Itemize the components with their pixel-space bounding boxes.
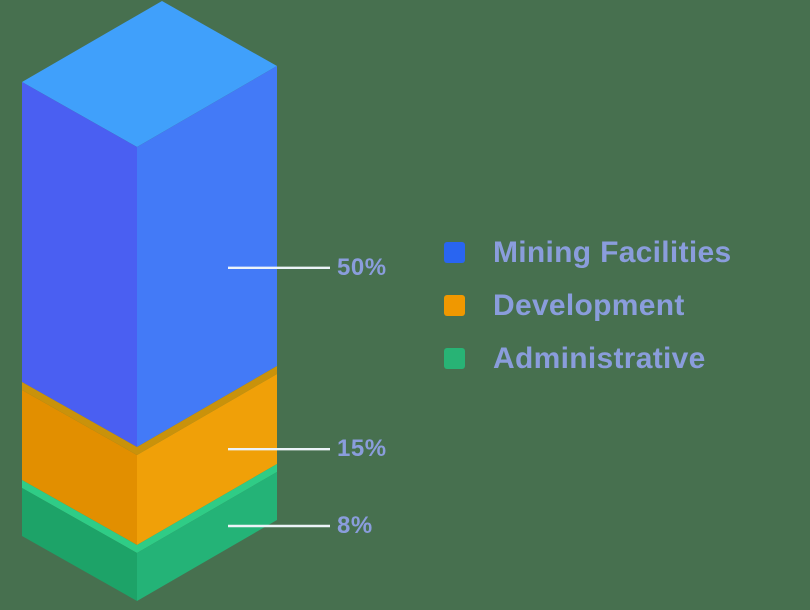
value-label-mining-facilities: 50% xyxy=(337,254,387,281)
legend-swatch-development xyxy=(444,295,465,316)
legend: Mining Facilities Development Administra… xyxy=(444,226,731,385)
legend-label-administrative: Administrative xyxy=(493,341,706,375)
legend-item-administrative: Administrative xyxy=(444,332,731,385)
value-label-administrative: 8% xyxy=(337,512,373,539)
value-label-development: 15% xyxy=(337,435,387,462)
legend-item-development: Development xyxy=(444,279,731,332)
legend-swatch-mining-facilities xyxy=(444,242,465,263)
legend-label-mining-facilities: Mining Facilities xyxy=(493,235,732,269)
legend-swatch-administrative xyxy=(444,348,465,369)
legend-label-development: Development xyxy=(493,288,685,322)
legend-item-mining-facilities: Mining Facilities xyxy=(444,226,731,279)
